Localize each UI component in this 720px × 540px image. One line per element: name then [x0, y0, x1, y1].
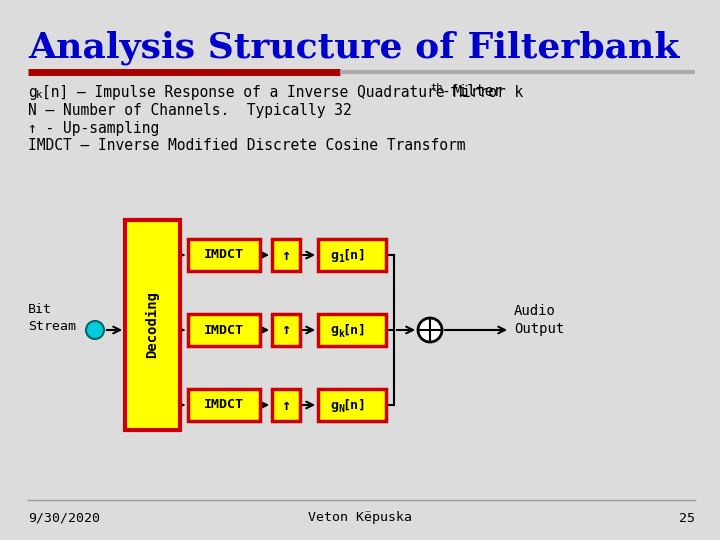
FancyBboxPatch shape — [318, 389, 386, 421]
Text: Audio
Output: Audio Output — [514, 304, 564, 336]
Text: 25: 25 — [679, 511, 695, 524]
Text: ↑: ↑ — [282, 397, 291, 413]
Text: [n]: [n] — [342, 323, 366, 336]
Text: IMDCT: IMDCT — [204, 323, 244, 336]
FancyBboxPatch shape — [272, 314, 300, 346]
Circle shape — [418, 318, 442, 342]
FancyBboxPatch shape — [188, 314, 260, 346]
Text: IMDCT: IMDCT — [204, 248, 244, 261]
Text: Analysis Structure of Filterbank: Analysis Structure of Filterbank — [28, 31, 680, 65]
Text: Veton Këpuska: Veton Këpuska — [308, 511, 412, 524]
FancyBboxPatch shape — [272, 239, 300, 271]
Text: IMDCT – Inverse Modified Discrete Cosine Transform: IMDCT – Inverse Modified Discrete Cosine… — [28, 138, 466, 153]
Text: g: g — [330, 248, 338, 261]
FancyBboxPatch shape — [188, 239, 260, 271]
Text: IMDCT: IMDCT — [204, 399, 244, 411]
Text: ↑ - Up-sampling: ↑ - Up-sampling — [28, 120, 159, 136]
Text: k: k — [338, 329, 344, 339]
Text: g: g — [330, 323, 338, 336]
FancyBboxPatch shape — [125, 220, 180, 430]
Text: Decoding: Decoding — [145, 292, 160, 359]
Circle shape — [86, 321, 104, 339]
Text: 9/30/2020: 9/30/2020 — [28, 511, 100, 524]
FancyBboxPatch shape — [318, 239, 386, 271]
FancyBboxPatch shape — [318, 314, 386, 346]
Text: ↑: ↑ — [282, 322, 291, 338]
Text: Bit
Stream: Bit Stream — [28, 303, 76, 333]
Text: g: g — [28, 84, 37, 99]
Text: N: N — [338, 404, 344, 414]
Text: [n] – Impulse Response of a Inverse Quadrature Mirror k: [n] – Impulse Response of a Inverse Quad… — [42, 84, 523, 99]
Text: ↑: ↑ — [282, 247, 291, 262]
Text: N – Number of Channels.  Typically 32: N – Number of Channels. Typically 32 — [28, 103, 352, 118]
FancyBboxPatch shape — [188, 389, 260, 421]
Text: th: th — [430, 83, 443, 93]
Text: [n]: [n] — [342, 248, 366, 261]
Text: 1: 1 — [338, 254, 344, 264]
Text: g: g — [330, 399, 338, 411]
FancyBboxPatch shape — [272, 389, 300, 421]
Text: [n]: [n] — [342, 399, 366, 411]
Text: -filter: -filter — [442, 84, 503, 99]
Text: k: k — [36, 90, 42, 100]
